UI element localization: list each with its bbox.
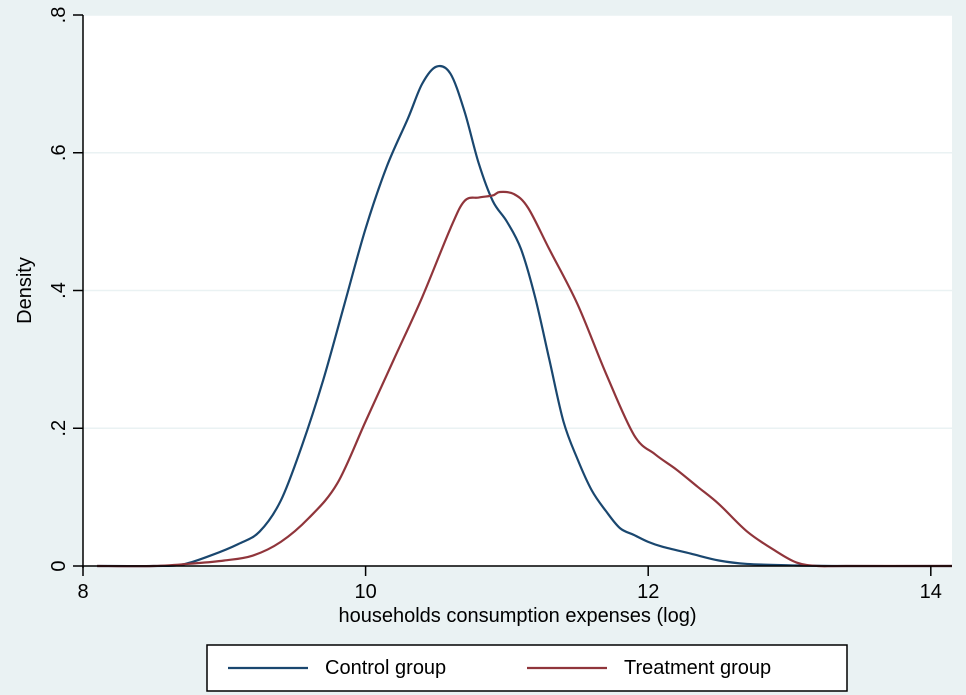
- x-axis-title: households consumption expenses (log): [339, 605, 697, 627]
- x-tick-label-2: 12: [637, 581, 659, 603]
- series-lines: [97, 64, 953, 568]
- axes: 0 .2 .4 .6 .8 8 10 12 14: [48, 7, 952, 603]
- x-tick-label-3: 14: [920, 581, 942, 603]
- y-tick-label-1: .2: [48, 420, 70, 437]
- legend-label-0: Control group: [325, 657, 446, 679]
- legend: Control group Treatment group: [206, 644, 848, 692]
- y-tick-label-0: 0: [48, 560, 70, 571]
- series-line-1: [97, 190, 952, 568]
- x-tick-label-1: 10: [354, 581, 376, 603]
- y-tick-label-3: .6: [48, 144, 70, 161]
- legend-label-1: Treatment group: [624, 657, 771, 679]
- x-tick-label-0: 8: [77, 581, 88, 603]
- y-tick-label-2: .4: [48, 282, 70, 299]
- y-tick-label-4: .8: [48, 7, 70, 24]
- y-axis-title: Density: [14, 257, 36, 324]
- series-line-0: [97, 64, 953, 568]
